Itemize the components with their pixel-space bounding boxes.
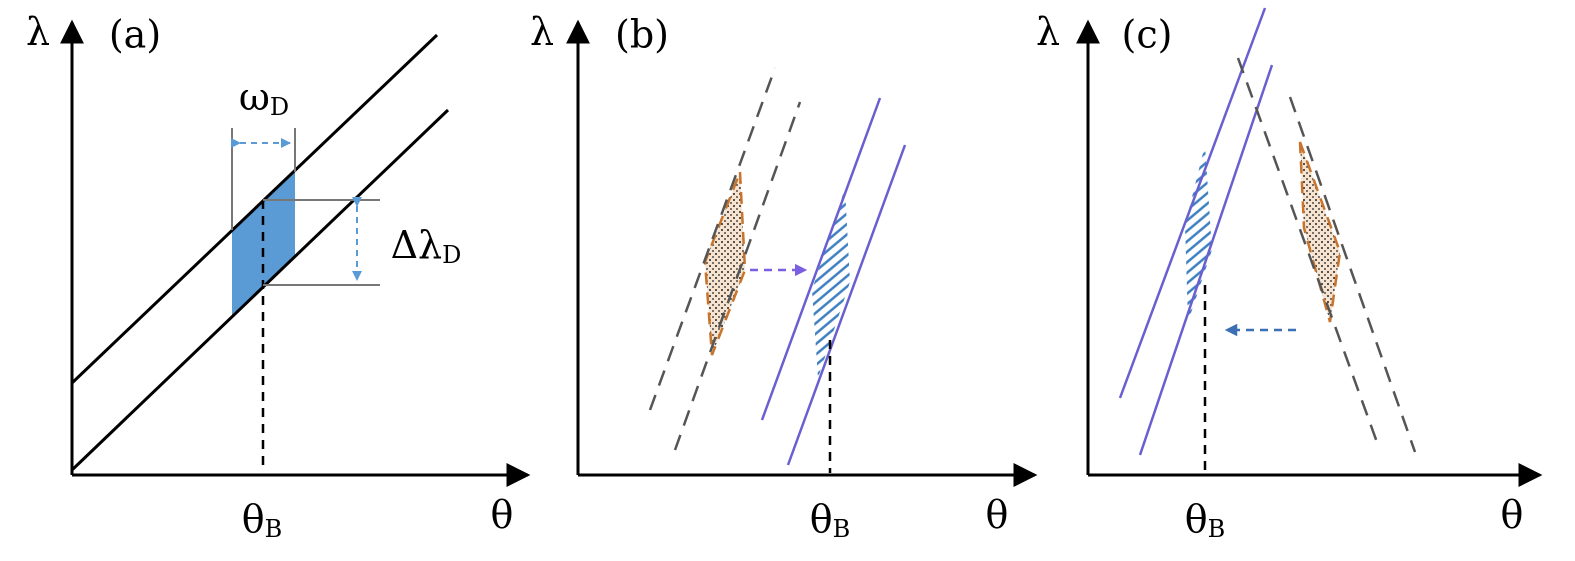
symbol: Δλ [391, 223, 443, 267]
axis-label: θ [491, 493, 514, 537]
subscript: D [270, 93, 289, 121]
dotted-region [703, 171, 747, 356]
line [70, 108, 450, 472]
symbol: θ [810, 497, 833, 541]
marker-label: θB [810, 497, 851, 543]
axis-label: θ [986, 493, 1009, 537]
dotted-region [1298, 141, 1342, 323]
axis-label: θ [1501, 493, 1524, 537]
dashed-line [1288, 96, 1417, 453]
panel-a: (a) λ θ θB ωD ΔλD [26, 10, 531, 543]
marker-label: θB [1185, 497, 1226, 543]
line [1138, 64, 1274, 456]
hatched-region [812, 188, 850, 378]
line [1118, 7, 1267, 399]
marker-label: θB [242, 497, 283, 543]
panel-b: (b) λ θ θB [530, 10, 1038, 543]
subscript: D [442, 241, 461, 269]
annotation: ΔλD [391, 223, 462, 269]
annotation: ωD [239, 75, 289, 121]
line [70, 33, 439, 385]
panel-label: (a) [109, 13, 161, 57]
hatched-region [1185, 145, 1212, 322]
panel-label: (b) [615, 13, 669, 57]
axis-label: λ [26, 10, 50, 54]
axis-label: λ [1036, 10, 1060, 54]
subscript: B [265, 515, 283, 543]
filled-region [232, 170, 295, 317]
panel-c: (c) λ θ θB [1036, 7, 1543, 543]
axis-label: λ [530, 10, 554, 54]
dashed-line [673, 101, 802, 451]
symbol: θ [242, 497, 265, 541]
subscript: B [833, 515, 851, 543]
panel-label: (c) [1122, 13, 1173, 57]
symbol: ω [239, 75, 270, 119]
dashed-line [648, 67, 777, 411]
subscript: B [1208, 515, 1226, 543]
dashed-line [1236, 57, 1380, 446]
line [760, 97, 882, 421]
line [786, 144, 907, 466]
symbol: θ [1185, 497, 1208, 541]
